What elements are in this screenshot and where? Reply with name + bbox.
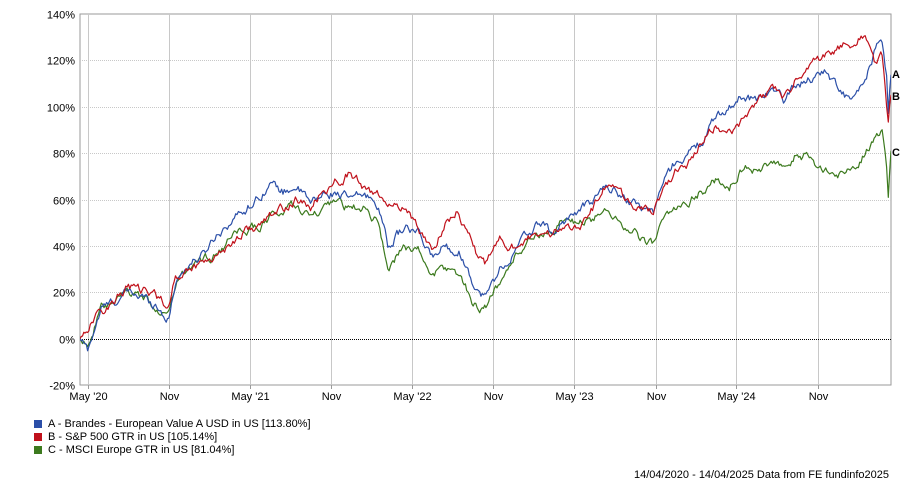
y-tick-label: 0% — [59, 335, 75, 347]
x-tick-label: May '24 — [717, 391, 755, 403]
x-tick-label: Nov — [647, 391, 667, 403]
x-tick-label: Nov — [484, 391, 504, 403]
plot-area — [79, 13, 892, 386]
x-tick-label: May '23 — [555, 391, 593, 403]
series-end-label-c: C — [892, 147, 900, 159]
legend-swatch-b — [34, 432, 42, 441]
y-tick-label: 80% — [53, 149, 75, 161]
legend-item: A - Brandes - European Value A USD in US… — [34, 417, 311, 430]
legend-label-b: B - S&P 500 GTR in US [105.14%] — [48, 430, 218, 443]
series-end-label-a: A — [892, 69, 900, 81]
x-tick-label: May '22 — [393, 391, 431, 403]
series-end-label-b: B — [892, 91, 900, 103]
footer-source-note: 14/04/2020 - 14/04/2025 Data from FE fun… — [633, 469, 889, 481]
x-tick-label: Nov — [809, 391, 829, 403]
y-tick-label: 40% — [53, 242, 75, 254]
series-line-b — [80, 35, 891, 339]
x-tick-label: May '20 — [69, 391, 107, 403]
y-tick-label: -20% — [49, 381, 75, 393]
y-tick-label: 120% — [47, 56, 75, 68]
x-tick-label: Nov — [160, 391, 180, 403]
legend-item: B - S&P 500 GTR in US [105.14%] — [34, 430, 311, 443]
legend-swatch-c — [34, 445, 42, 454]
x-tick-label: Nov — [322, 391, 342, 403]
legend-label-a: A - Brandes - European Value A USD in US… — [48, 417, 311, 430]
legend-swatch-a — [34, 419, 42, 428]
y-tick-label: 140% — [47, 10, 75, 22]
y-tick-label: 20% — [53, 288, 75, 300]
legend: A - Brandes - European Value A USD in US… — [34, 417, 311, 456]
legend-label-c: C - MSCI Europe GTR in US [81.04%] — [48, 443, 235, 456]
x-tick-label: May '21 — [231, 391, 269, 403]
y-tick-label: 60% — [53, 196, 75, 208]
y-tick-label: 100% — [47, 103, 75, 115]
series-line-a — [80, 39, 891, 352]
legend-item: C - MSCI Europe GTR in US [81.04%] — [34, 443, 311, 456]
